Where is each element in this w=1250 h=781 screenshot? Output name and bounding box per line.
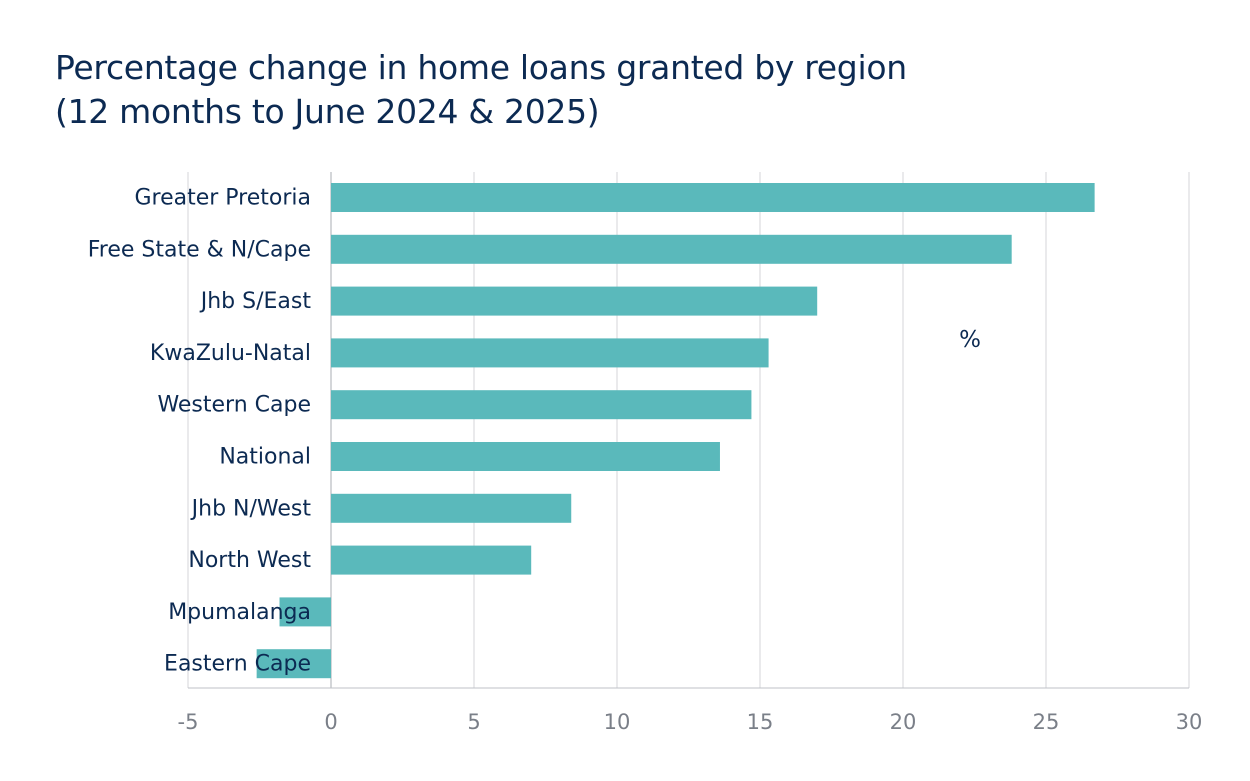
bar bbox=[331, 545, 532, 575]
bar bbox=[331, 234, 1012, 264]
category-label: National bbox=[219, 445, 311, 470]
x-tick-label: 20 bbox=[890, 710, 917, 734]
category-label: Free State & N/Cape bbox=[88, 237, 311, 262]
bar bbox=[331, 493, 572, 523]
bar bbox=[331, 390, 752, 420]
bar bbox=[331, 338, 769, 368]
unit-label: % bbox=[959, 327, 981, 353]
category-label: Western Cape bbox=[157, 393, 311, 418]
chart-title-line: Percentage change in home loans granted … bbox=[55, 48, 907, 87]
category-label: KwaZulu-Natal bbox=[150, 341, 311, 366]
bar bbox=[279, 597, 331, 627]
category-label: Greater Pretoria bbox=[134, 186, 311, 211]
chart-subtitle: (12 months to June 2024 & 2025) bbox=[55, 92, 600, 131]
category-label: Eastern Cape bbox=[164, 652, 311, 677]
bar bbox=[256, 649, 331, 679]
x-tick-label: 0 bbox=[324, 710, 337, 734]
bars bbox=[256, 183, 1095, 679]
x-tick-label: 5 bbox=[467, 710, 480, 734]
x-tick-label: 25 bbox=[1033, 710, 1060, 734]
x-tick-label: 30 bbox=[1176, 710, 1203, 734]
category-label: Mpumalanga bbox=[168, 600, 311, 625]
bar bbox=[331, 183, 1095, 212]
category-label: North West bbox=[188, 548, 311, 573]
chart-title: Percentage change in home loans granted … bbox=[55, 46, 907, 134]
bar bbox=[331, 442, 720, 471]
category-label: Jhb S/East bbox=[199, 289, 312, 314]
x-tick-label: 10 bbox=[604, 710, 631, 734]
category-label: Jhb N/West bbox=[190, 496, 312, 521]
category-labels: Greater Pretoria Free State & N/Cape Jhb S… bbox=[88, 186, 312, 677]
x-tick-label: 15 bbox=[747, 710, 774, 734]
bar bbox=[331, 286, 818, 316]
x-tick-label: -5 bbox=[178, 710, 199, 734]
tick-labels: -5 0 5 10 15 20 25 30 bbox=[178, 710, 1203, 734]
